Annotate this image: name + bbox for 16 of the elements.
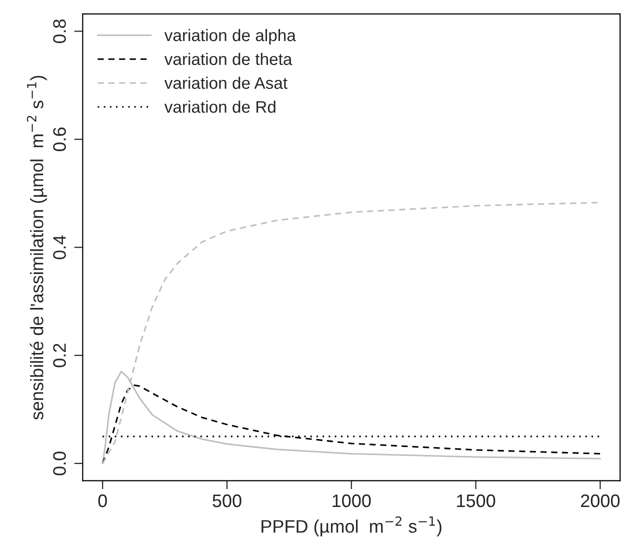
x-tick-label: 1000: [332, 494, 371, 508]
y-axis-title: sensibilité de l'assimilation (µmol m$^{−2}$ s$^{−1}$): [26, 76, 47, 420]
x-tick-label: 0: [98, 494, 107, 508]
y-tick-label: 0.4: [53, 235, 66, 260]
y-tick-label: 0.0: [53, 452, 66, 476]
legend-label: variation de Rd: [164, 100, 276, 113]
y-tick-label: 0.6: [53, 128, 66, 152]
legend-label: variation de theta: [164, 52, 292, 66]
x-tick-label: 1500: [457, 494, 496, 508]
x-tick-label: 2000: [581, 494, 620, 508]
x-tick-label: 500: [212, 494, 242, 508]
y-tick-label: 0.8: [53, 19, 66, 44]
legend-label: variation de Asat: [164, 76, 288, 89]
y-tick-label: 0.2: [53, 344, 66, 368]
x-axis-title: PPFD (µmol m$^{−2}$ s$^{−1}$): [262, 516, 442, 536]
legend-label: variation de alpha: [164, 28, 296, 45]
